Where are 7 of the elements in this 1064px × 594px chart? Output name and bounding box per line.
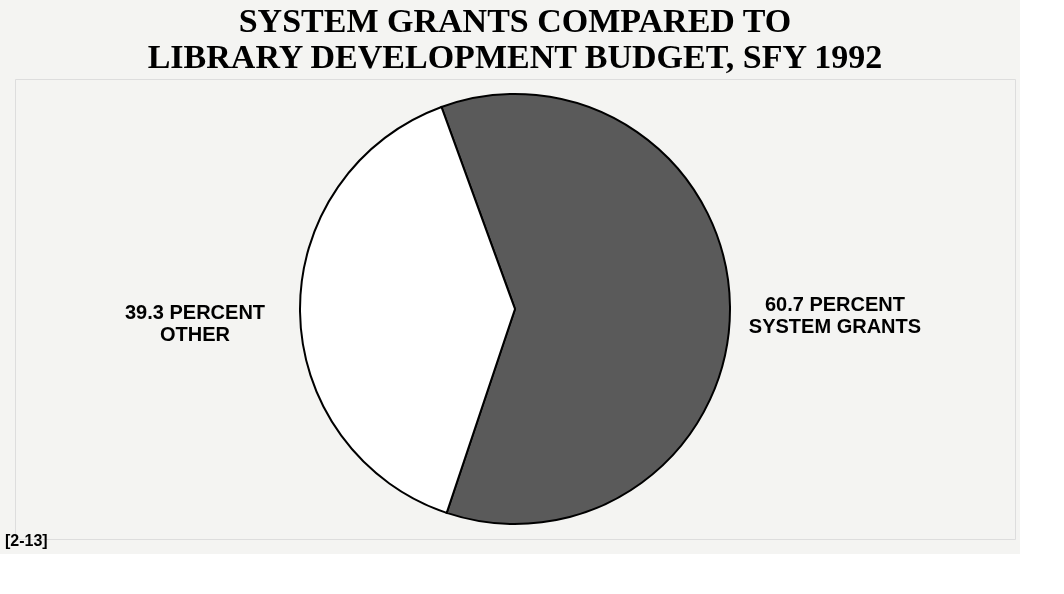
data-label: 60.7 PERCENT [764, 292, 905, 315]
slice-label: OTHER [160, 323, 231, 346]
slice-label: SYSTEM GRANTS [748, 314, 922, 337]
text: [2-13] [5, 532, 48, 549]
text: SYSTEM GRANTS COMPARED TO [238, 2, 792, 39]
text: LIBRARY DEVELOPMENT BUDGET, SFY 1992 [147, 38, 883, 75]
data-label: 39.3 PERCENT [125, 301, 266, 324]
